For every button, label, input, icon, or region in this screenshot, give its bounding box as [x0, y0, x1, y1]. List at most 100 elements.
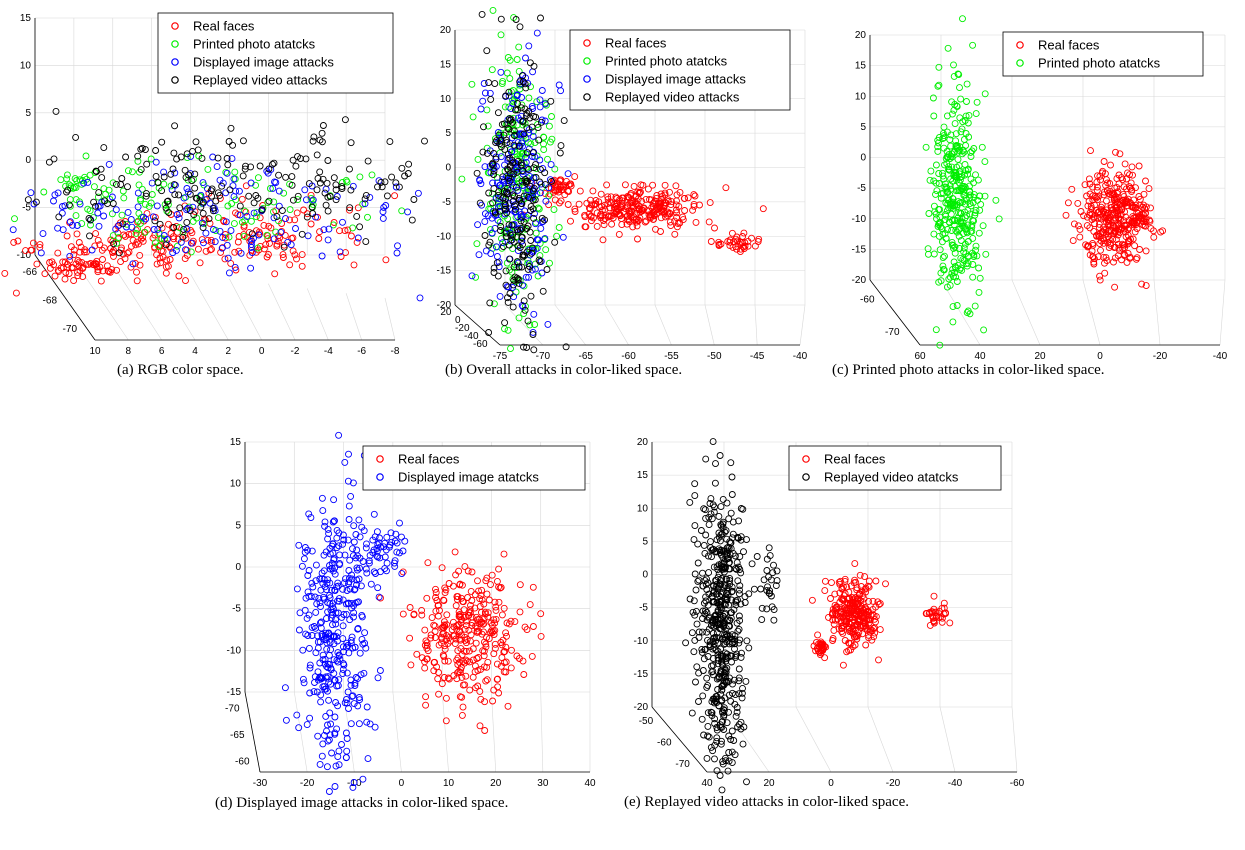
scatter-point	[827, 595, 834, 602]
scatter-point	[1129, 235, 1137, 243]
scatter-point	[509, 197, 517, 205]
scatter-point	[258, 207, 266, 215]
scatter-point	[310, 133, 318, 141]
scatter-point	[79, 264, 87, 272]
scatter-point	[310, 623, 318, 630]
scatter-point	[171, 122, 179, 130]
scatter-point	[538, 214, 546, 222]
scatter-point	[423, 594, 431, 602]
scatter-point	[817, 649, 825, 657]
legend-entry: Replayed video atatcks	[824, 470, 959, 485]
scatter-point	[490, 300, 498, 308]
scatter-point	[135, 181, 143, 189]
legend-marker	[802, 473, 810, 481]
z-tick-label: -10	[17, 250, 32, 261]
scatter-point	[1135, 162, 1143, 170]
scatter-point	[332, 181, 340, 189]
scatter-point	[525, 194, 533, 201]
legend-entry: Real faces	[605, 36, 667, 51]
scatter-point	[723, 499, 731, 507]
scatter-point	[882, 580, 889, 588]
scatter-point	[977, 200, 985, 208]
scatter-point	[456, 693, 464, 701]
scatter-point	[288, 181, 296, 189]
scatter-point	[481, 218, 489, 226]
scatter-point	[471, 662, 479, 670]
scatter-point	[487, 226, 494, 234]
scatter-point	[1150, 227, 1157, 235]
x-tick-label: -8	[391, 346, 400, 357]
scatter-point	[526, 601, 534, 609]
scatter-point	[140, 213, 147, 221]
series-printed-photo-atatcks	[11, 152, 406, 256]
scatter-point	[494, 129, 502, 136]
scatter-point	[937, 223, 945, 231]
scatter-point	[52, 107, 60, 115]
scatter-point	[1096, 176, 1104, 184]
scatter-point	[310, 688, 318, 696]
scatter-point	[263, 253, 271, 261]
scatter-point	[529, 132, 537, 140]
scatter-point	[336, 248, 344, 256]
scatter-point	[495, 131, 503, 139]
scatter-point	[738, 689, 746, 697]
scatter-point	[722, 593, 730, 601]
scatter-point	[1094, 253, 1102, 261]
scatter-point	[295, 724, 303, 732]
scatter-point	[192, 194, 200, 202]
scatter-point	[528, 249, 536, 257]
scatter-point	[185, 171, 193, 179]
scatter-point	[12, 289, 20, 297]
scatter-point	[487, 627, 495, 635]
scatter-point	[346, 204, 354, 212]
scatter-point	[517, 159, 525, 167]
scatter-point	[759, 205, 767, 213]
scatter-point	[148, 179, 156, 187]
x-tick-label: 20	[763, 778, 775, 789]
scatter-point	[438, 680, 446, 688]
scatter-point	[466, 686, 474, 694]
scatter-point	[158, 187, 166, 195]
scatter-point	[1107, 221, 1115, 229]
scatter-point	[1142, 282, 1150, 290]
panel-a: 15 10 5 0 -5 -10 -66 -68 -70 10 8 6 4 2 0 -2 -4 -6 -8 Real …	[0, 0, 428, 380]
scatter-point	[134, 189, 142, 197]
scatter-point	[1123, 258, 1131, 266]
scatter-point	[691, 492, 699, 500]
scatter-point	[377, 178, 385, 186]
z-tick-label: -10	[227, 645, 242, 656]
scatter-point	[501, 648, 509, 655]
scatter-point	[493, 660, 501, 668]
scatter-point	[191, 184, 199, 192]
scatter-point	[248, 237, 256, 245]
scatter-point	[505, 125, 513, 133]
scatter-point	[952, 168, 959, 176]
scatter-point	[699, 692, 707, 700]
scatter-point	[603, 181, 611, 189]
scatter-point	[497, 143, 505, 151]
scatter-point	[345, 649, 353, 657]
scatter-point	[225, 138, 233, 145]
legend-marker	[802, 455, 810, 463]
scatter-point	[303, 614, 311, 622]
scatter-point	[183, 225, 191, 233]
scatter-point	[526, 59, 534, 67]
scatter-point	[273, 213, 281, 221]
scatter-point	[838, 622, 846, 630]
scatter-point	[505, 221, 513, 229]
z-tick-label: 10	[20, 60, 32, 71]
scatter-point	[349, 545, 356, 553]
scatter-point	[499, 77, 507, 85]
scatter-point	[230, 175, 238, 183]
scatter-point	[615, 230, 623, 238]
scatter-point	[237, 249, 245, 257]
scatter-point	[699, 667, 707, 674]
scatter-point	[227, 227, 235, 235]
scatter-point	[221, 234, 229, 242]
scatter-point	[1119, 176, 1126, 184]
scatter-point	[238, 195, 246, 203]
scatter-point	[320, 551, 328, 559]
scatter-point	[935, 134, 943, 141]
scatter-point	[1100, 239, 1108, 247]
scatter-point	[588, 201, 595, 209]
